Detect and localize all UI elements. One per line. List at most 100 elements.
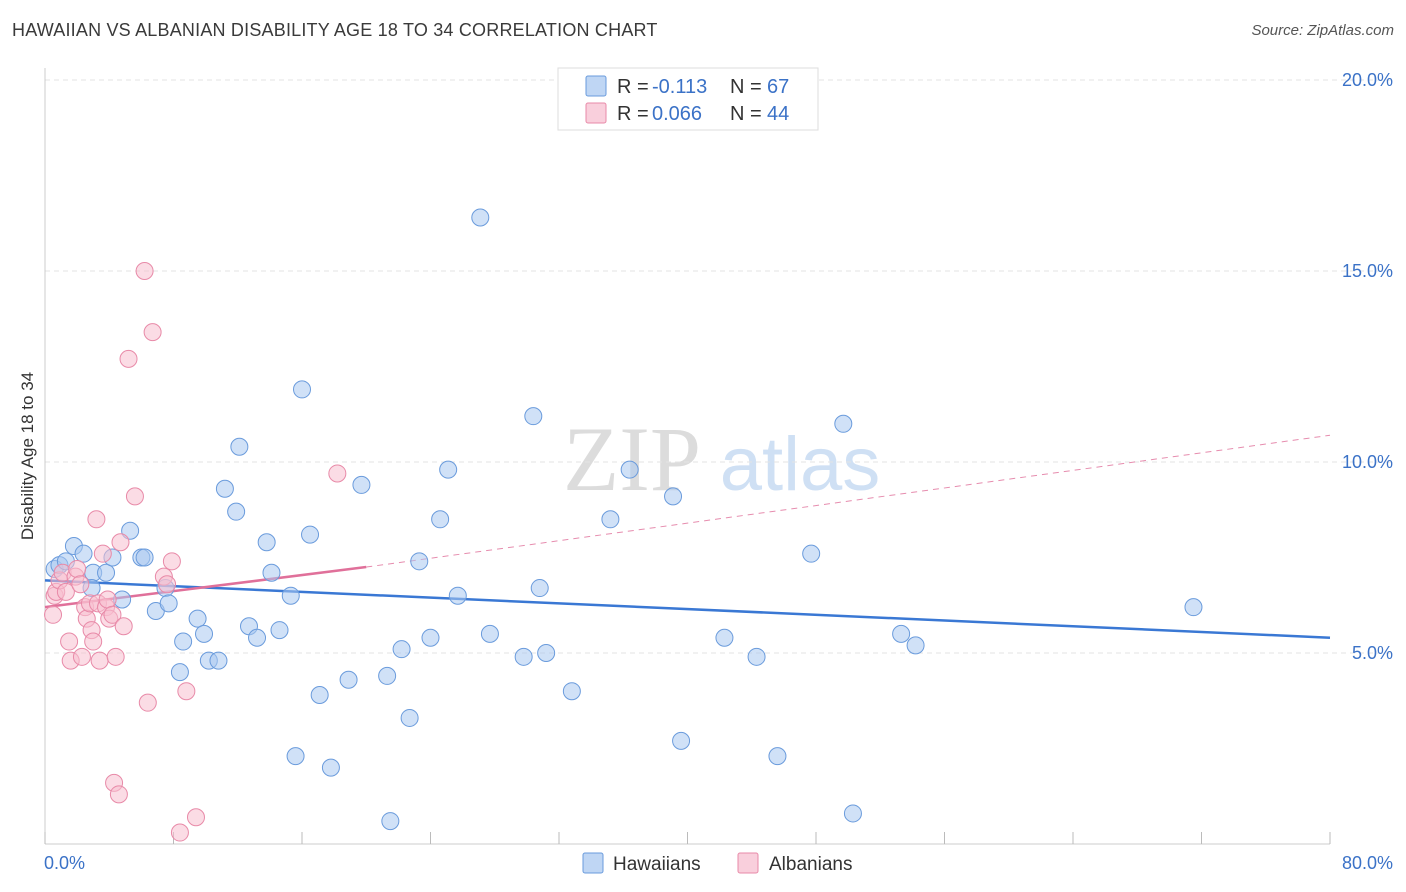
point-hawaiians [159,594,178,613]
point-hawaiians [339,670,358,689]
point-hawaiians [1184,598,1203,617]
point-albanians [138,693,157,712]
point-albanians [328,464,347,483]
point-hawaiians [230,437,249,456]
y-tick-label: 15.0% [1342,261,1393,281]
point-hawaiians [431,510,450,529]
legend-n-label-hawaiians: N = [730,76,762,98]
point-hawaiians [906,636,925,655]
point-albanians [162,552,181,571]
chart-title: HAWAIIAN VS ALBANIAN DISABILITY AGE 18 T… [12,20,658,40]
point-hawaiians [448,586,467,605]
legend-r-label-albanians: R = [617,103,649,125]
point-hawaiians [209,651,228,670]
point-hawaiians [524,407,543,426]
point-hawaiians [834,414,853,433]
x-tick-label-min: 0.0% [44,853,85,873]
point-hawaiians [400,708,419,727]
point-hawaiians [310,686,329,705]
point-hawaiians [248,628,267,647]
point-albanians [98,590,117,609]
point-albanians [103,605,122,624]
point-albanians [44,605,63,624]
point-hawaiians [537,644,556,662]
point-hawaiians [215,479,234,498]
point-albanians [186,808,205,827]
point-hawaiians [188,609,207,628]
legend-n-label-albanians: N = [730,103,762,125]
legend-r-value-albanians: 0.066 [652,103,702,125]
point-hawaiians [174,632,193,651]
point-hawaiians [281,586,300,605]
point-hawaiians [530,579,549,598]
point-hawaiians [620,460,639,479]
point-hawaiians [664,487,683,506]
point-hawaiians [286,747,305,766]
point-hawaiians [227,502,246,521]
point-hawaiians [480,624,499,643]
point-hawaiians [301,525,320,544]
point-hawaiians [421,628,440,647]
point-hawaiians [471,208,490,227]
point-hawaiians [378,666,397,685]
point-hawaiians [97,563,116,582]
point-hawaiians [321,758,340,777]
point-albanians [84,632,103,651]
point-hawaiians [381,812,400,831]
point-hawaiians [270,621,289,640]
point-albanians [87,510,106,529]
point-albanians [135,262,154,280]
y-axis-label: Disability Age 18 to 34 [18,372,37,540]
point-albanians [111,533,130,552]
point-albanians [56,582,75,601]
point-hawaiians [352,475,371,494]
point-albanians [71,575,90,594]
source-credit: Source: ZipAtlas.com [1251,22,1394,39]
point-albanians [93,544,112,563]
legend-n-value-hawaiians: 67 [767,76,789,98]
point-albanians [143,323,162,342]
y-tick-label: 5.0% [1352,643,1393,663]
bottom-legend-swatch-hawaiians [582,852,604,874]
point-albanians [106,647,125,666]
point-hawaiians [121,521,140,540]
bottom-legend: Hawaiians Albanians [582,852,852,875]
x-tick-label-max: 80.0% [1342,853,1393,873]
point-hawaiians [262,563,281,582]
bottom-legend-label-albanians: Albanians [769,854,852,875]
data-points [44,208,1203,842]
point-hawaiians [843,804,862,823]
point-albanians [109,785,128,804]
tick-labels: 5.0% 10.0% 15.0% 20.0% 0.0% 80.0% [44,70,1393,873]
legend-swatch-hawaiians [585,75,607,97]
top-legend: R = -0.113 N = 67 R = 0.066 N = 44 [557,67,819,131]
legend-r-label-hawaiians: R = [617,76,649,98]
point-hawaiians [768,747,787,766]
point-hawaiians [802,544,821,563]
point-hawaiians [392,640,411,659]
point-hawaiians [439,460,458,479]
trend-line-hawaiians [44,579,1331,639]
point-hawaiians [135,548,154,567]
legend-swatch-albanians [585,102,607,124]
point-hawaiians [410,552,429,571]
trend-extension-albanians [366,434,1331,568]
point-albanians [60,632,79,651]
point-hawaiians [892,624,911,643]
point-hawaiians [195,624,214,643]
point-albanians [119,349,138,368]
point-albanians [170,823,189,842]
point-albanians [177,682,196,701]
point-hawaiians [257,533,276,552]
bottom-legend-label-hawaiians: Hawaiians [613,854,701,875]
point-hawaiians [514,647,533,666]
point-hawaiians [715,628,734,647]
point-albanians [90,651,109,670]
point-hawaiians [170,663,189,682]
point-albanians [114,617,133,636]
gridlines [45,79,1395,654]
y-tick-label: 10.0% [1342,452,1393,472]
point-albanians [158,575,177,594]
bottom-legend-swatch-albanians [737,852,759,874]
